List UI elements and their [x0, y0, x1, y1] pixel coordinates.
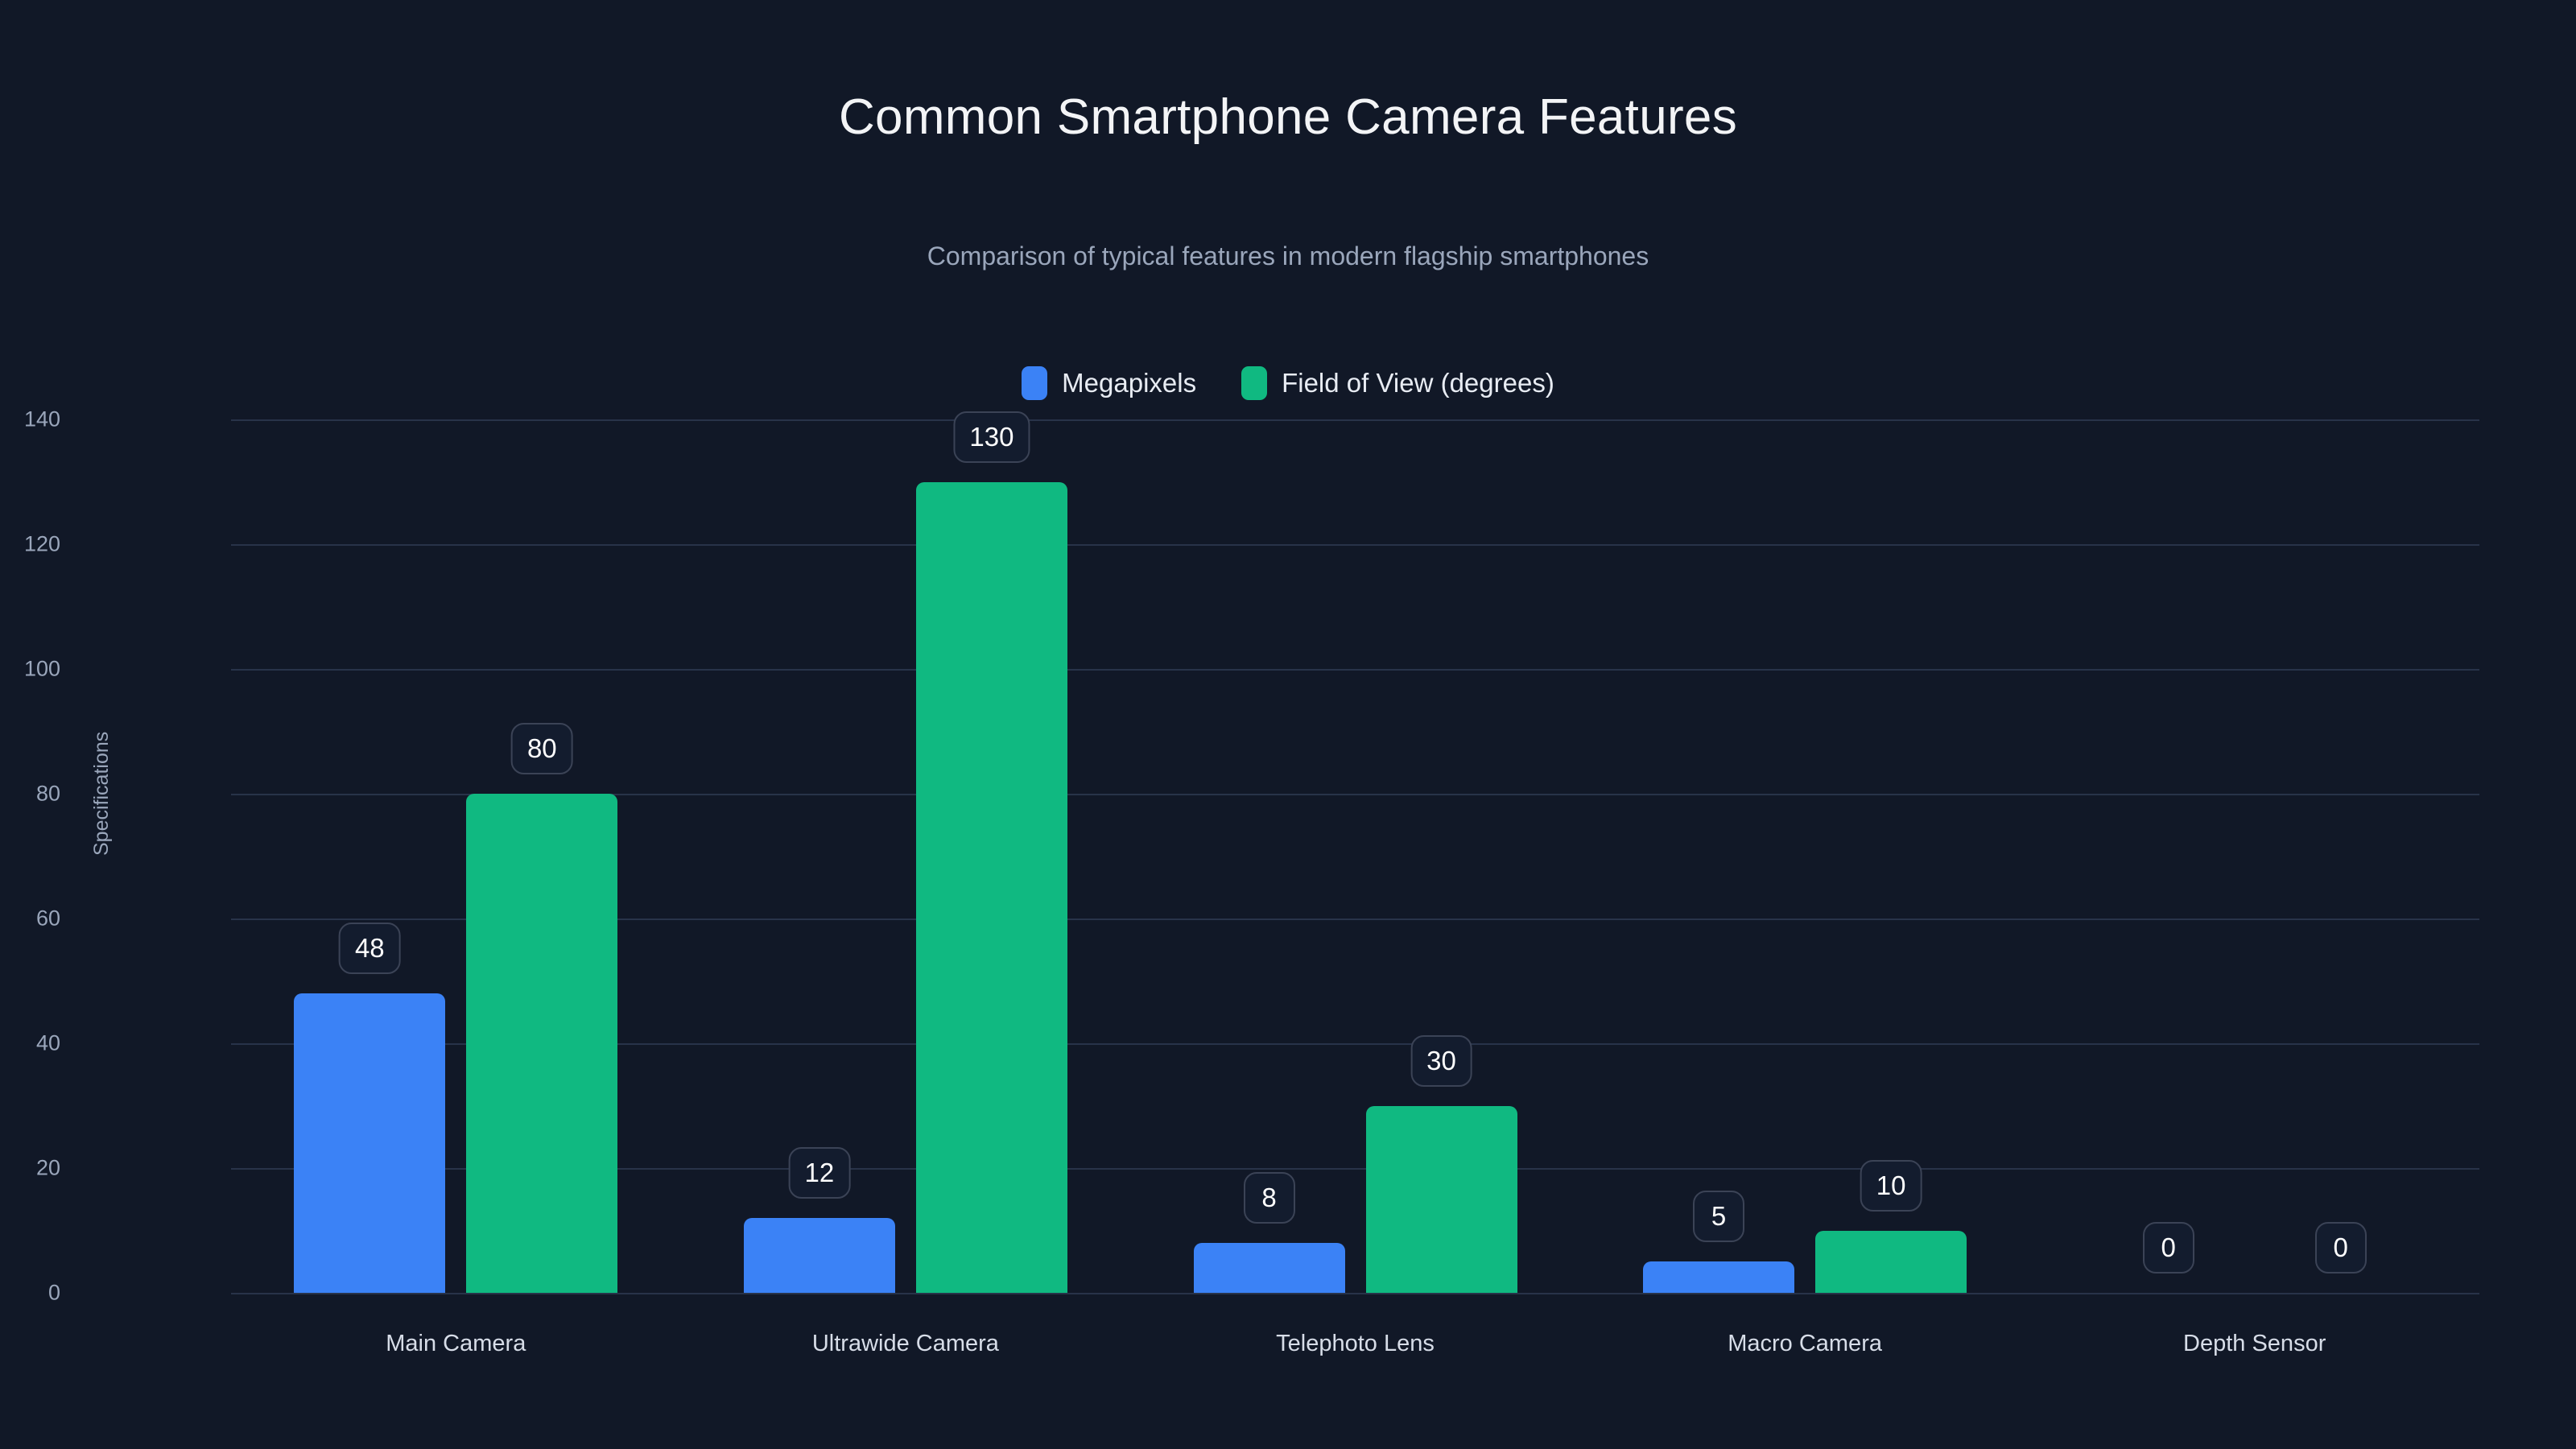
- y-axis-tick-label: 100: [23, 656, 60, 681]
- x-axis-tick-label: Main Camera: [386, 1331, 526, 1356]
- bar-value-label: 130: [953, 411, 1030, 463]
- bar-value-label: 48: [338, 923, 401, 974]
- y-axis-tick-label: 80: [35, 781, 60, 806]
- legend-item-0[interactable]: Megapixels: [1022, 366, 1196, 400]
- bar[interactable]: [1193, 1243, 1345, 1293]
- y-axis-tick-label: 140: [23, 407, 60, 431]
- bar[interactable]: [915, 481, 1067, 1293]
- legend-swatch-icon: [1022, 366, 1048, 400]
- bar[interactable]: [1643, 1261, 1795, 1293]
- y-axis-tick-label: 0: [47, 1280, 60, 1305]
- legend-label: Field of View (degrees): [1282, 368, 1554, 398]
- gridline: [231, 419, 2479, 421]
- bar-value-label: 5: [1693, 1191, 1745, 1243]
- legend-label: Megapixels: [1062, 368, 1197, 398]
- legend-item-1[interactable]: Field of View (degrees): [1241, 366, 1554, 400]
- gridline: [231, 1043, 2479, 1045]
- gridline: [231, 1168, 2479, 1170]
- gridline: [231, 794, 2479, 795]
- x-axis-tick-label: Ultrawide Camera: [811, 1331, 999, 1356]
- gridline: [231, 1293, 2479, 1294]
- bar-value-label: 12: [788, 1147, 851, 1199]
- bar-value-label: 30: [1410, 1034, 1472, 1087]
- x-axis-tick-label: Telephoto Lens: [1276, 1331, 1435, 1356]
- x-axis-tick-label: Macro Camera: [1728, 1331, 1882, 1356]
- bar[interactable]: [743, 1218, 895, 1293]
- plot-area: 48 80 12 130 8 30 5 10 0 0: [231, 411, 2479, 1294]
- bar-value-label: 10: [1860, 1159, 1922, 1212]
- bar-value-label: 0: [2142, 1222, 2194, 1274]
- bar-value-label: 80: [510, 723, 573, 774]
- y-axis-tick-label: 60: [35, 906, 60, 931]
- gridline: [231, 544, 2479, 546]
- chart-subtitle: Comparison of typical features in modern…: [927, 242, 1649, 270]
- x-axis-tick-label: Depth Sensor: [2183, 1331, 2326, 1356]
- bar[interactable]: [466, 794, 618, 1293]
- y-axis-title: Specifications: [90, 731, 113, 856]
- bar[interactable]: [1365, 1105, 1517, 1293]
- y-axis-tick-label: 20: [35, 1155, 60, 1180]
- legend-swatch-icon: [1241, 366, 1268, 400]
- y-axis-tick-label: 40: [35, 1030, 60, 1055]
- chart-legend: Megapixels Field of View (degrees): [0, 366, 2576, 400]
- bar-value-label: 0: [2314, 1222, 2367, 1274]
- gridline: [231, 919, 2479, 920]
- y-axis-tick-label: 120: [23, 531, 60, 556]
- bar[interactable]: [1815, 1230, 1967, 1293]
- gridline: [231, 669, 2479, 671]
- chart-title: Common Smartphone Camera Features: [838, 89, 1738, 145]
- bar-value-label: 8: [1243, 1172, 1295, 1224]
- bar[interactable]: [294, 993, 446, 1293]
